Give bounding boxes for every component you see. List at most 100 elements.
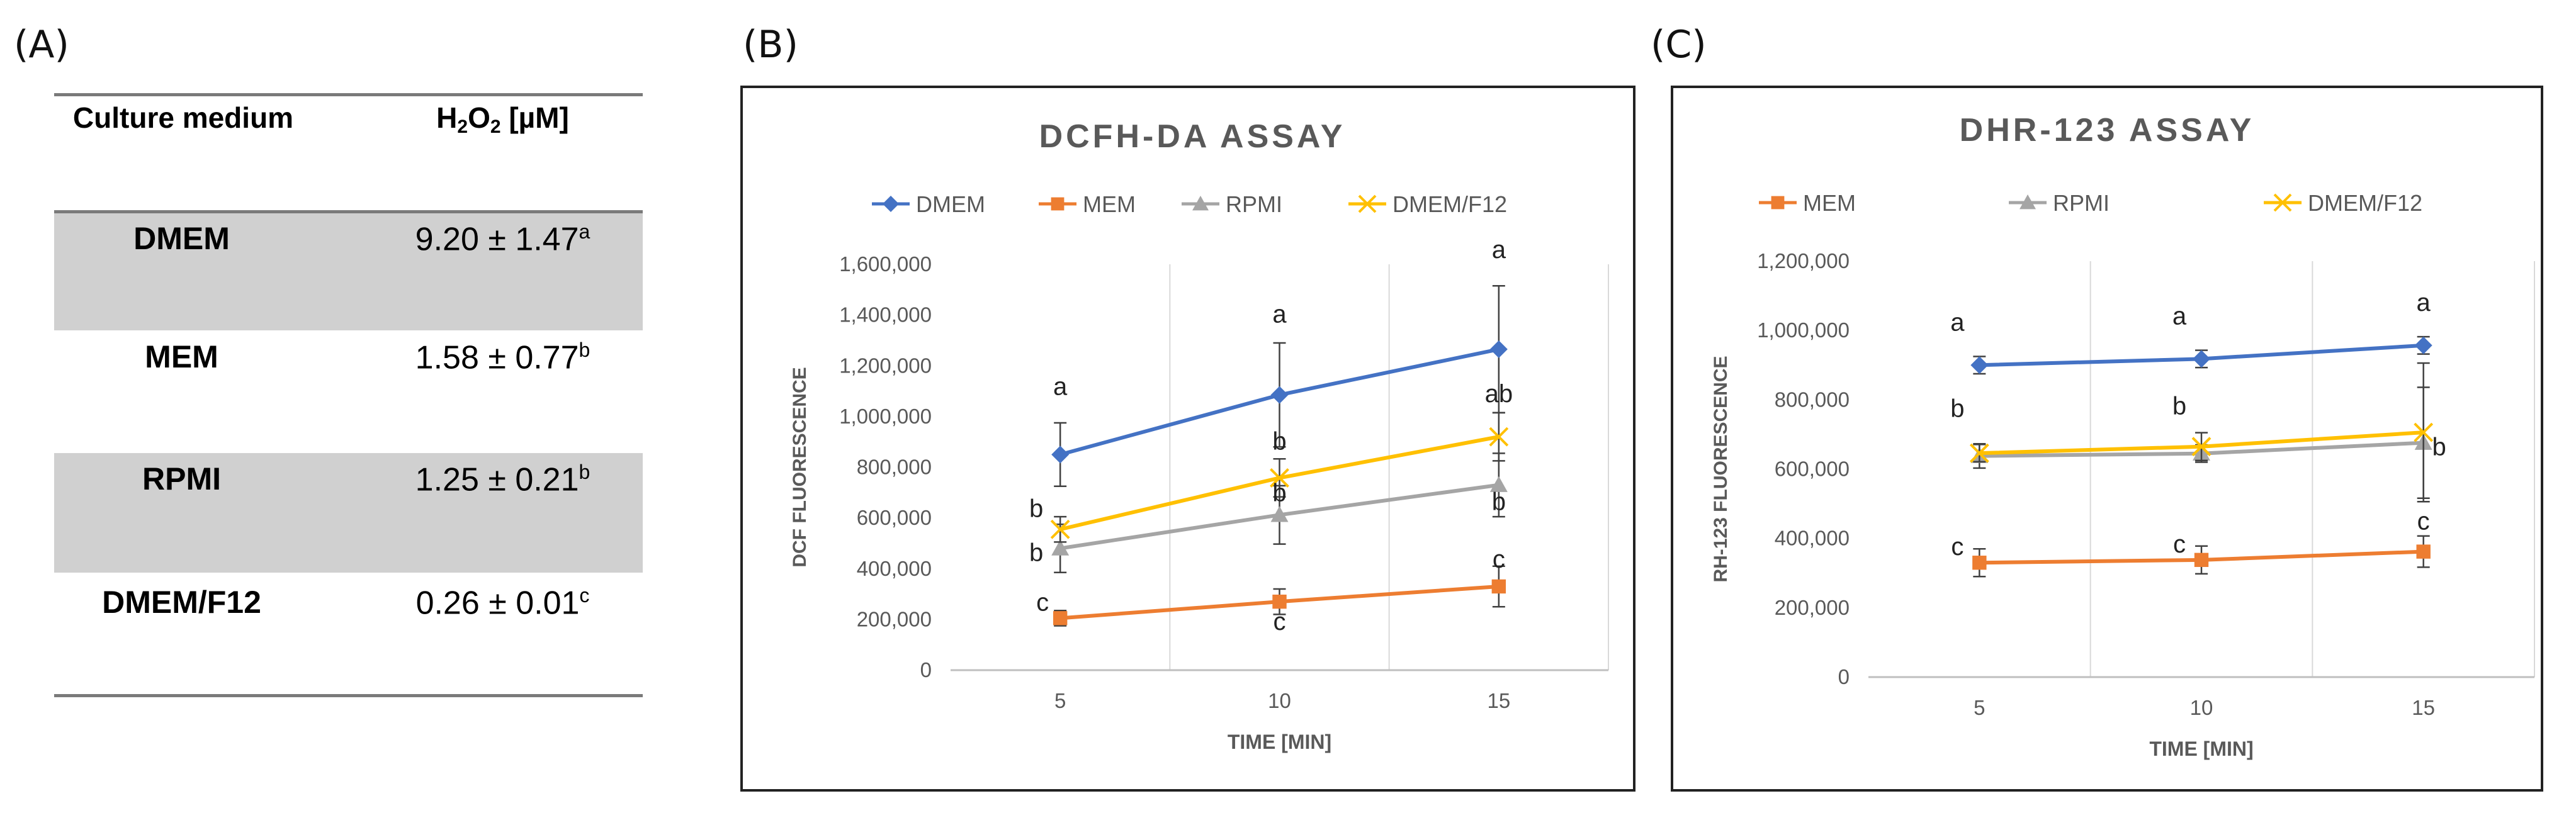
legend-label: DMEM/F12 bbox=[1393, 191, 1507, 217]
table-row-shade bbox=[54, 213, 643, 330]
data-point-marker bbox=[2193, 350, 2210, 368]
table-row-shade bbox=[54, 453, 643, 573]
dhr-123-chart: DHR-123 ASSAYDMEMMEMRPMIDMEM/F120200,000… bbox=[1468, 112, 2535, 760]
data-point-marker bbox=[1053, 611, 1068, 625]
significance-letter: b bbox=[1272, 427, 1286, 455]
significance-letter: a bbox=[2417, 289, 2431, 317]
data-point-marker bbox=[1491, 579, 1506, 594]
significance-letter: a bbox=[1950, 308, 1965, 336]
h2o2-table: Culture medium H2O2 [µM] DMEM 9.20 ± 1.4… bbox=[54, 93, 643, 698]
table-cell-value: 0.26 ± 0.01c bbox=[415, 584, 590, 622]
data-point-marker bbox=[2414, 336, 2432, 354]
legend-label: RPMI bbox=[2053, 190, 2110, 216]
significance-letter: b bbox=[1950, 395, 1964, 423]
chart-title: DHR-123 ASSAY bbox=[1960, 112, 2255, 149]
data-point-marker bbox=[2273, 193, 2292, 212]
table-cell-medium: MEM bbox=[145, 339, 218, 374]
x-tick-label: 5 bbox=[1974, 696, 1985, 719]
data-point-marker bbox=[1970, 356, 1989, 374]
significance-letter: b bbox=[1029, 539, 1043, 567]
data-point-marker bbox=[1972, 556, 1987, 570]
data-point-marker bbox=[2194, 552, 2209, 568]
table-top-rule bbox=[54, 93, 643, 96]
y-axis-title: RH-123 FLUORESCENCE bbox=[1710, 356, 1731, 582]
data-point-marker bbox=[1192, 196, 1209, 211]
table-header-rule bbox=[54, 210, 643, 213]
y-tick-label: 400,000 bbox=[857, 557, 932, 580]
y-tick-label: 800,000 bbox=[1775, 388, 1850, 411]
significance-letter: a bbox=[1272, 301, 1287, 328]
data-point-marker bbox=[1051, 197, 1065, 211]
significance-letter: b bbox=[1272, 479, 1286, 507]
x-tick-label: 15 bbox=[1487, 689, 1510, 712]
panel-label-c: (C) bbox=[1651, 23, 1707, 67]
data-point-marker bbox=[1489, 340, 1508, 359]
data-point-marker bbox=[2020, 194, 2036, 210]
table-cell-medium: DMEM/F12 bbox=[102, 585, 261, 620]
y-axis-title: DCF FLUORESCENCE bbox=[789, 367, 810, 567]
y-tick-label: 0 bbox=[1838, 665, 1850, 688]
table-cell-medium: DMEM bbox=[133, 221, 230, 256]
x-tick-label: 10 bbox=[1268, 689, 1291, 712]
data-point-marker bbox=[1489, 476, 1508, 492]
data-point-marker bbox=[2416, 544, 2431, 559]
table-cell-value: 1.25 ± 0.21b bbox=[415, 461, 590, 498]
x-tick-label: 10 bbox=[2190, 696, 2213, 719]
significance-letter: c bbox=[2173, 530, 2186, 558]
table-cell-value: 9.20 ± 1.47a bbox=[415, 220, 590, 258]
table-cell-value: 1.58 ± 0.77b bbox=[415, 339, 590, 376]
data-point-marker bbox=[2191, 437, 2212, 457]
legend-label: DMEM bbox=[916, 191, 985, 217]
significance-letter: c bbox=[1274, 608, 1286, 636]
data-point-marker bbox=[2414, 422, 2434, 442]
data-point-marker bbox=[1050, 519, 1070, 539]
significance-letter: a bbox=[2172, 302, 2187, 330]
significance-letter: ab bbox=[1485, 380, 1513, 408]
significance-letter: a bbox=[1492, 236, 1506, 264]
y-tick-label: 400,000 bbox=[1775, 527, 1850, 550]
chart-frame-dcfh: DCFH-DA ASSAY DMEM MEM RPMI DMEM/F12 0 200,000… bbox=[740, 86, 1635, 792]
panel-label-a: (A) bbox=[14, 23, 69, 67]
panel-label-b: (B) bbox=[743, 23, 798, 67]
data-point-marker bbox=[1358, 194, 1377, 213]
y-tick-label: 600,000 bbox=[1775, 457, 1850, 481]
legend-label: DMEM/F12 bbox=[2308, 190, 2422, 216]
x-axis-title: TIME [MIN] bbox=[2149, 737, 2253, 760]
data-point-marker bbox=[883, 196, 899, 212]
legend-label: MEM bbox=[1803, 190, 1856, 216]
dcfh-da-chart: DCFH-DA ASSAY DMEM MEM RPMI DMEM/F12 0 200,000… bbox=[789, 118, 1609, 753]
y-tick-label: 1,000,000 bbox=[839, 405, 932, 428]
data-point-marker bbox=[1051, 539, 1070, 556]
significance-letter: b bbox=[2432, 434, 2446, 461]
data-point-marker bbox=[1051, 446, 1070, 464]
y-tick-label: 1,000,000 bbox=[1757, 318, 1850, 342]
y-tick-label: 1,600,000 bbox=[839, 252, 932, 276]
data-point-marker bbox=[1270, 468, 1289, 488]
y-tick-label: 600,000 bbox=[857, 506, 932, 529]
legend-label: RPMI bbox=[1226, 191, 1282, 217]
header-h2o2: H2O2 [µM] bbox=[436, 101, 569, 137]
chart-title: DCFH-DA ASSAY bbox=[1039, 118, 1346, 155]
significance-letter: c bbox=[2417, 508, 2430, 535]
y-tick-label: 200,000 bbox=[857, 607, 932, 631]
x-axis-title: TIME [MIN] bbox=[1228, 731, 1331, 753]
significance-letter: c bbox=[1951, 533, 1963, 561]
legend-label: MEM bbox=[1083, 191, 1136, 217]
y-tick-label: 800,000 bbox=[857, 456, 932, 479]
y-tick-label: 1,200,000 bbox=[1757, 249, 1850, 272]
data-point-marker bbox=[1270, 506, 1289, 522]
data-point-marker bbox=[1270, 386, 1289, 404]
y-tick-label: 1,400,000 bbox=[839, 303, 932, 327]
significance-letter: c bbox=[1036, 588, 1049, 616]
table-cell-medium: RPMI bbox=[142, 461, 221, 496]
x-tick-label: 5 bbox=[1054, 689, 1066, 712]
y-tick-label: 0 bbox=[920, 658, 932, 681]
chart-frame-dhr: DHR-123 ASSAYDMEMMEMRPMIDMEM/F120200,000… bbox=[1468, 86, 2543, 792]
significance-letter: b bbox=[1492, 488, 1506, 516]
significance-letter: b bbox=[2172, 393, 2186, 420]
y-tick-label: 1,200,000 bbox=[839, 354, 932, 377]
data-point-marker bbox=[1969, 443, 1989, 463]
significance-letter: b bbox=[1029, 495, 1043, 522]
significance-letter: c bbox=[1493, 546, 1505, 573]
data-point-marker bbox=[1771, 196, 1785, 210]
